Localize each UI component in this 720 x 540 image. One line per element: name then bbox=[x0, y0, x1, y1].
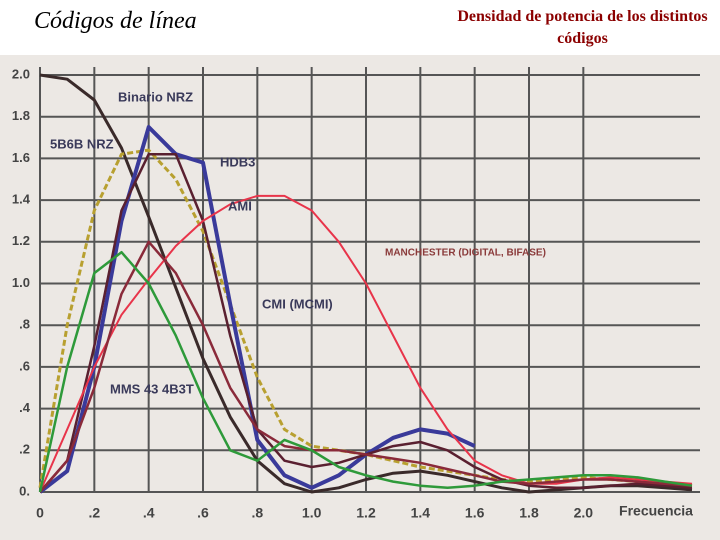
x-tick-label: 0 bbox=[36, 505, 44, 521]
x-tick-label: .2 bbox=[88, 505, 100, 521]
series-label: 5B6B NRZ bbox=[50, 136, 114, 151]
series-line bbox=[38, 148, 693, 489]
series-label: CMI (MCMI) bbox=[262, 296, 333, 311]
y-tick-label: .4 bbox=[19, 400, 31, 415]
y-tick-label: .8 bbox=[19, 317, 30, 332]
x-tick-label: .6 bbox=[197, 505, 209, 521]
x-tick-label: .4 bbox=[143, 505, 155, 521]
x-axis-label: Frecuencia bbox=[619, 503, 693, 519]
y-tick-label: 1.6 bbox=[12, 150, 30, 165]
x-tick-label: .8 bbox=[251, 505, 263, 521]
series-line bbox=[38, 125, 476, 494]
x-tick-label: 1.4 bbox=[411, 505, 431, 521]
chart: 0. .2 .4 .6 .8 1.0 1.2 1.4 1.6 1.8 2.0 0 .2 .4 .6 .8 1.0… bbox=[0, 55, 720, 540]
series-label: HDB3 bbox=[220, 154, 255, 169]
y-tick-label: .2 bbox=[19, 442, 30, 457]
series-label: AMI bbox=[228, 198, 252, 213]
x-tick-label: 1.6 bbox=[465, 505, 485, 521]
slide-subtitle: Densidad de potencia de los distintos có… bbox=[457, 8, 708, 47]
slide-title: Códigos de línea bbox=[34, 8, 197, 34]
y-tick-label: 1.4 bbox=[12, 192, 31, 207]
y-tick-label: 0. bbox=[19, 483, 30, 498]
y-tick-label: 1.2 bbox=[12, 233, 30, 248]
x-tick-label: 1.8 bbox=[519, 505, 539, 521]
y-tick-label: 1.0 bbox=[12, 275, 30, 290]
series-label: Binario NRZ bbox=[118, 89, 193, 104]
series-line bbox=[38, 250, 693, 493]
x-tick-label: 1.0 bbox=[302, 505, 322, 521]
x-tick-label: 2.0 bbox=[574, 505, 594, 521]
series-label: MMS 43 4B3T bbox=[110, 381, 194, 396]
series-line bbox=[39, 240, 693, 493]
y-tick-label: .6 bbox=[19, 358, 30, 373]
x-tick-label: 1.2 bbox=[356, 505, 376, 521]
y-tick-label: 1.8 bbox=[12, 108, 30, 123]
series-label: MANCHESTER (DIGITAL, BIFASE) bbox=[385, 248, 546, 259]
y-tick-label: 2.0 bbox=[12, 66, 30, 81]
